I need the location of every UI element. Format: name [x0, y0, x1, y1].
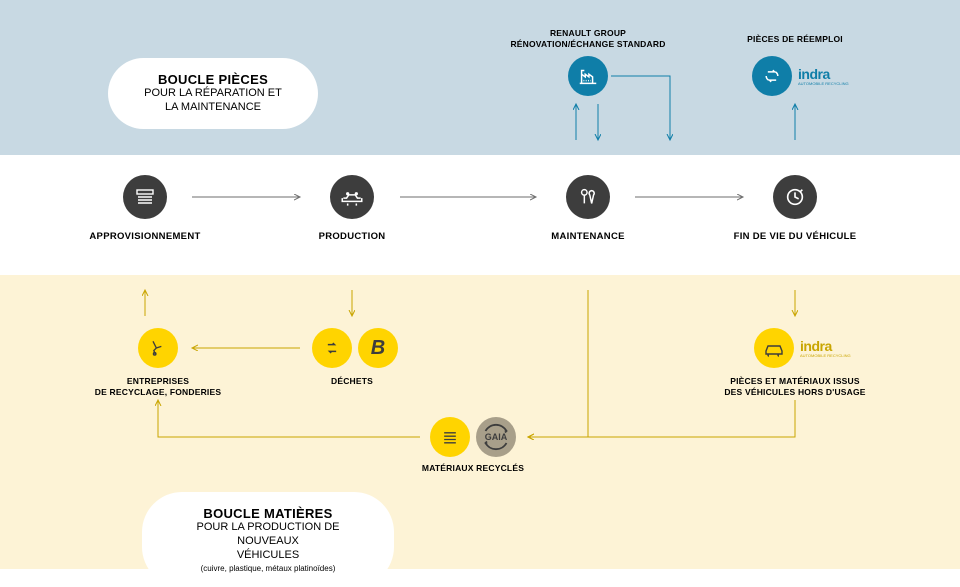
arrows [0, 0, 960, 569]
